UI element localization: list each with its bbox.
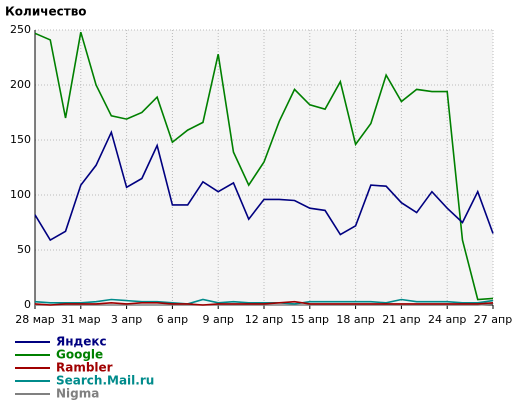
x-tick-label: 15 апр xyxy=(291,313,329,326)
y-tick-label: 250 xyxy=(10,23,31,36)
series-line xyxy=(34,298,494,305)
legend-label: Google xyxy=(56,348,103,362)
legend-label: Nigma xyxy=(56,387,99,401)
y-tick-label: 150 xyxy=(10,133,31,146)
series-line xyxy=(34,31,494,301)
x-tick-label: 6 апр xyxy=(157,313,188,326)
y-tick-label: 0 xyxy=(24,298,31,311)
y-tick-label: 100 xyxy=(10,188,31,201)
x-tick-label: 18 апр xyxy=(336,313,374,326)
x-tick-label: 24 апр xyxy=(428,313,466,326)
series-line xyxy=(35,303,494,306)
x-tick-label: 28 мар xyxy=(15,313,55,326)
x-tick-label: 9 апр xyxy=(202,313,233,326)
chart-title: Количество xyxy=(5,5,87,19)
x-tick-label: 27 апр xyxy=(474,313,512,326)
legend-label: Яндекс xyxy=(56,335,107,349)
legend-label: Rambler xyxy=(56,361,113,375)
y-tick-label: 200 xyxy=(10,78,31,91)
series-line xyxy=(34,300,494,306)
series-line xyxy=(34,129,494,242)
legend-label: Search.Mail.ru xyxy=(56,374,154,388)
x-tick-label: 31 мар xyxy=(61,313,101,326)
x-tick-label: 21 апр xyxy=(382,313,420,326)
x-tick-label: 12 апр xyxy=(245,313,283,326)
plot-area xyxy=(35,30,493,305)
x-tick-label: 3 апр xyxy=(111,313,142,326)
y-tick-label: 50 xyxy=(17,243,31,256)
